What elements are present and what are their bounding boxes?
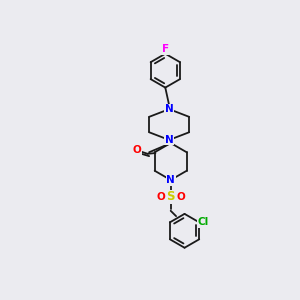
Text: Cl: Cl — [197, 217, 209, 227]
Text: N: N — [166, 175, 175, 185]
Text: N: N — [165, 104, 173, 114]
Text: O: O — [176, 192, 185, 202]
Text: O: O — [132, 145, 141, 155]
Text: N: N — [165, 135, 173, 145]
Text: O: O — [156, 192, 165, 202]
Text: F: F — [162, 44, 169, 54]
Text: S: S — [167, 190, 175, 203]
